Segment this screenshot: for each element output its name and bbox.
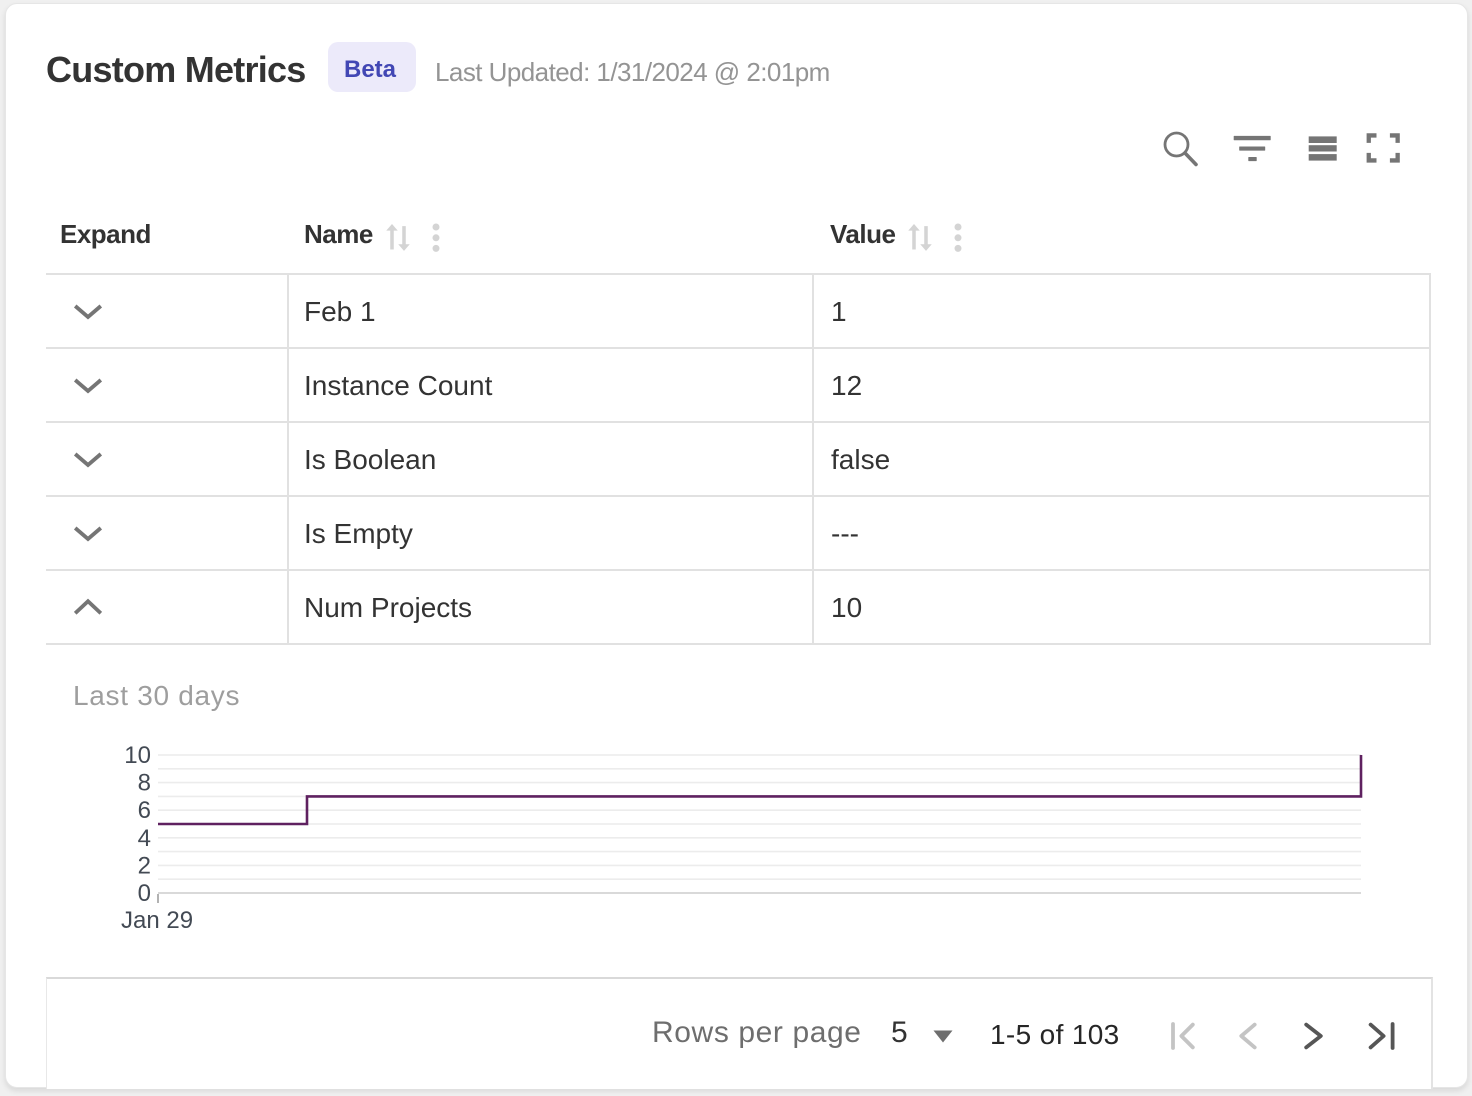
svg-text:10: 10 [124,742,151,769]
svg-text:0: 0 [138,880,151,907]
svg-text:6: 6 [138,797,151,824]
svg-text:Jan 29: Jan 29 [121,907,193,934]
svg-text:4: 4 [138,825,151,852]
svg-text:2: 2 [138,852,151,879]
svg-text:8: 8 [138,770,151,797]
